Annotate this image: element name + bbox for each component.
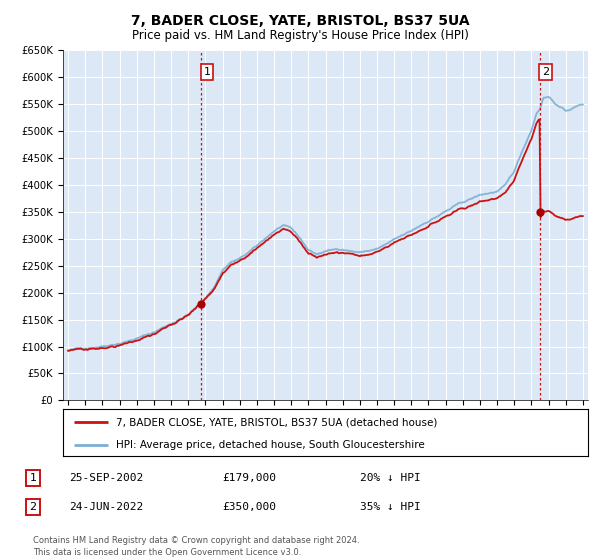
Text: HPI: Average price, detached house, South Gloucestershire: HPI: Average price, detached house, Sout…	[115, 440, 424, 450]
Text: 35% ↓ HPI: 35% ↓ HPI	[360, 502, 421, 512]
Text: 2: 2	[29, 502, 37, 512]
Text: This data is licensed under the Open Government Licence v3.0.: This data is licensed under the Open Gov…	[33, 548, 301, 557]
Text: £350,000: £350,000	[222, 502, 276, 512]
Text: 7, BADER CLOSE, YATE, BRISTOL, BS37 5UA (detached house): 7, BADER CLOSE, YATE, BRISTOL, BS37 5UA …	[115, 417, 437, 427]
Text: 20% ↓ HPI: 20% ↓ HPI	[360, 473, 421, 483]
Text: Price paid vs. HM Land Registry's House Price Index (HPI): Price paid vs. HM Land Registry's House …	[131, 29, 469, 42]
Text: 2: 2	[542, 67, 550, 77]
Text: 7, BADER CLOSE, YATE, BRISTOL, BS37 5UA: 7, BADER CLOSE, YATE, BRISTOL, BS37 5UA	[131, 14, 469, 28]
Text: 1: 1	[203, 67, 211, 77]
Text: £179,000: £179,000	[222, 473, 276, 483]
Text: 25-SEP-2002: 25-SEP-2002	[69, 473, 143, 483]
Text: 1: 1	[29, 473, 37, 483]
Text: Contains HM Land Registry data © Crown copyright and database right 2024.: Contains HM Land Registry data © Crown c…	[33, 536, 359, 545]
Text: 24-JUN-2022: 24-JUN-2022	[69, 502, 143, 512]
